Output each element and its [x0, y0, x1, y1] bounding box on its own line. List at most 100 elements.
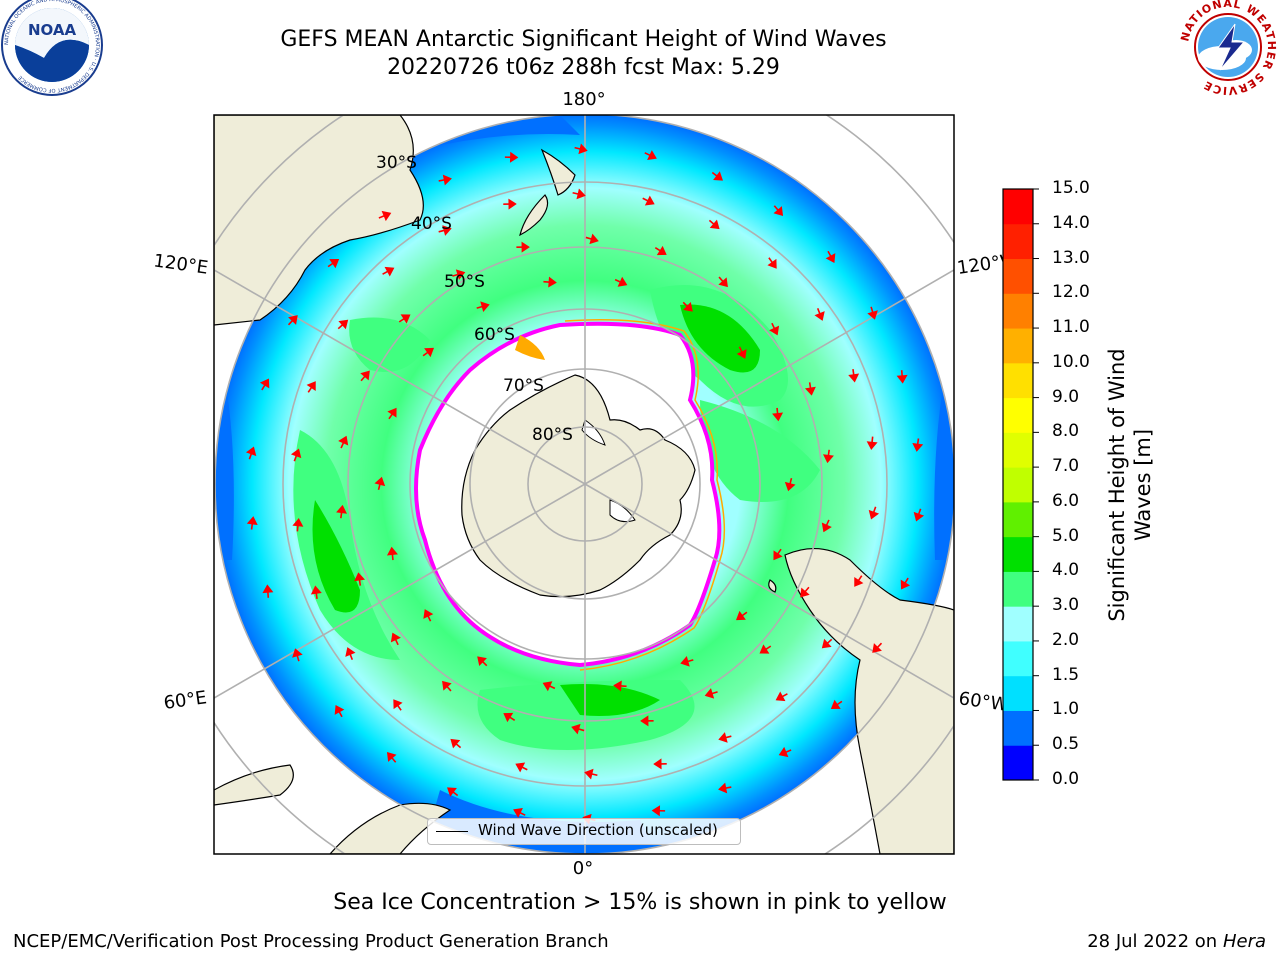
colorbar-segment [1003, 467, 1033, 503]
wave-arrow-head [288, 315, 298, 325]
wave-arrow-head [825, 253, 836, 264]
wave-arrow-head [773, 206, 784, 216]
wave-arrow-head [290, 448, 302, 459]
colorbar-segment [1003, 362, 1033, 399]
nws-logo: NATIONAL WEATHER SERVICE [1178, 0, 1277, 97]
lat-label-80s: 80°S [532, 425, 573, 445]
colorbar-tick-label: 3.0 [1052, 595, 1080, 616]
wave-arrow-head [338, 319, 349, 330]
colorbar-segment [1003, 397, 1033, 433]
wave-arrow-head [334, 704, 345, 715]
wave-arrow-head [374, 476, 386, 487]
wave-arrow-head [508, 198, 517, 210]
colorbar-tick-label: 0.0 [1052, 769, 1080, 789]
wave-arrow-head [804, 386, 816, 396]
wave-arrow-head [651, 805, 661, 817]
wave-arrow-head [778, 746, 789, 758]
lat-label-50s: 50°S [444, 272, 485, 292]
wave-arrow-head [386, 752, 397, 762]
wave-arrow-head [442, 225, 452, 236]
wave-arrow-head [872, 643, 882, 653]
wave-arrow-head [773, 550, 783, 561]
wave-arrow-head [647, 150, 657, 161]
lon-label-180: 180° [562, 89, 605, 110]
wave-arrow-head [521, 241, 530, 253]
legend [427, 818, 741, 845]
colorbar-segment [1003, 432, 1033, 468]
wave-arrow-head [814, 311, 825, 321]
wave-arrow-head [900, 579, 911, 590]
wave-arrow-head [769, 325, 780, 336]
lat-label-30s: 30°S [376, 153, 417, 173]
wave-arrow-head [246, 516, 258, 526]
colorbar-segment [1003, 501, 1033, 538]
wave-arrow-head [821, 638, 832, 649]
wave-arrow-head [718, 732, 728, 743]
lon-label-60w: 60°W [957, 688, 1009, 716]
colorbar-frame [1002, 188, 1034, 781]
wave-arrow-head [292, 648, 303, 658]
colorbar-segment [1003, 571, 1033, 607]
wave-arrow-head [584, 768, 594, 780]
wave-arrow-head [390, 632, 401, 643]
wave-arrow-head [640, 715, 649, 727]
chart-title: GEFS MEAN Antarctic Significant Height o… [280, 27, 887, 52]
footer-date: 28 Jul 2022 on [1087, 931, 1223, 952]
sea-ice-edge [414, 321, 722, 668]
antarctica-land [461, 374, 696, 598]
wave-arrow-head [515, 762, 526, 773]
continents [214, 115, 954, 854]
wave-arrow-head [262, 584, 274, 594]
lat-label-70s: 70°S [503, 376, 544, 396]
colorbar-label: Significant Height of Wind Waves [m] [1104, 348, 1156, 621]
noaa-logo: NOAA NATIONAL OCEANIC AND ATMOSPHERIC AD… [1, 0, 103, 96]
wave-arrow-head [423, 609, 434, 619]
wave-arrow-head [400, 314, 411, 324]
wave-arrow-head [354, 572, 366, 582]
chart-subtitle: 20220726 t06z 288h fcst Max: 5.29 [387, 55, 780, 80]
wave-arrow-head [292, 518, 304, 527]
wave-arrow-head [868, 509, 880, 520]
wave-arrow-head [509, 151, 519, 163]
wave-arrow-head [656, 245, 667, 256]
colorbar-tick-label: 13.0 [1052, 247, 1090, 268]
colorbar-label-line1: Significant Height of Wind [1105, 348, 1129, 622]
colorbar-tick-label: 5.0 [1052, 525, 1080, 546]
wave-arrow-head [345, 647, 356, 657]
colorbar-tick-label: 12.0 [1052, 282, 1090, 303]
wave-arrow-head [447, 787, 457, 797]
map-frame [213, 114, 955, 855]
wave-arrow-head [503, 712, 514, 723]
wave-arrow-head [784, 481, 796, 492]
colorbar-tick-label: 1.5 [1052, 664, 1080, 685]
wave-arrow-head [450, 738, 461, 749]
wave-arrow-head [800, 587, 810, 598]
colorbar-segment [1003, 189, 1033, 225]
wave-arrow-head [735, 610, 746, 621]
wave-arrow-head [310, 585, 322, 595]
lat-label-60s: 60°S [474, 325, 515, 345]
noaa-logo-text: NOAA [28, 21, 77, 39]
colorbar-tick-label: 1.0 [1052, 699, 1080, 720]
wave-arrow-head [848, 373, 860, 383]
wave-arrow-head [653, 758, 662, 770]
wave-arrow-head [336, 504, 347, 514]
wave-arrow-head [775, 691, 786, 702]
wave-arrow-head [360, 370, 370, 381]
wave-arrow-head [480, 301, 490, 312]
lon-label-0: 0° [573, 858, 593, 879]
colorbar-segment [1003, 675, 1033, 711]
wave-arrow-head [867, 310, 878, 320]
wave-arrow-head [455, 269, 466, 280]
wave-arrow-head [384, 266, 395, 277]
sea-ice-note: Sea Ice Concentration > 15% is shown in … [333, 890, 947, 915]
wave-arrow-head [912, 442, 924, 452]
wave-arrow-head [896, 374, 908, 384]
wave-arrow-head [823, 454, 834, 464]
wave-arrow-head [821, 522, 832, 533]
wave-arrow-head [713, 171, 723, 181]
wave-arrow-head [830, 699, 841, 709]
colorbar-segment [1003, 223, 1033, 260]
wave-arrow-head [548, 276, 557, 288]
